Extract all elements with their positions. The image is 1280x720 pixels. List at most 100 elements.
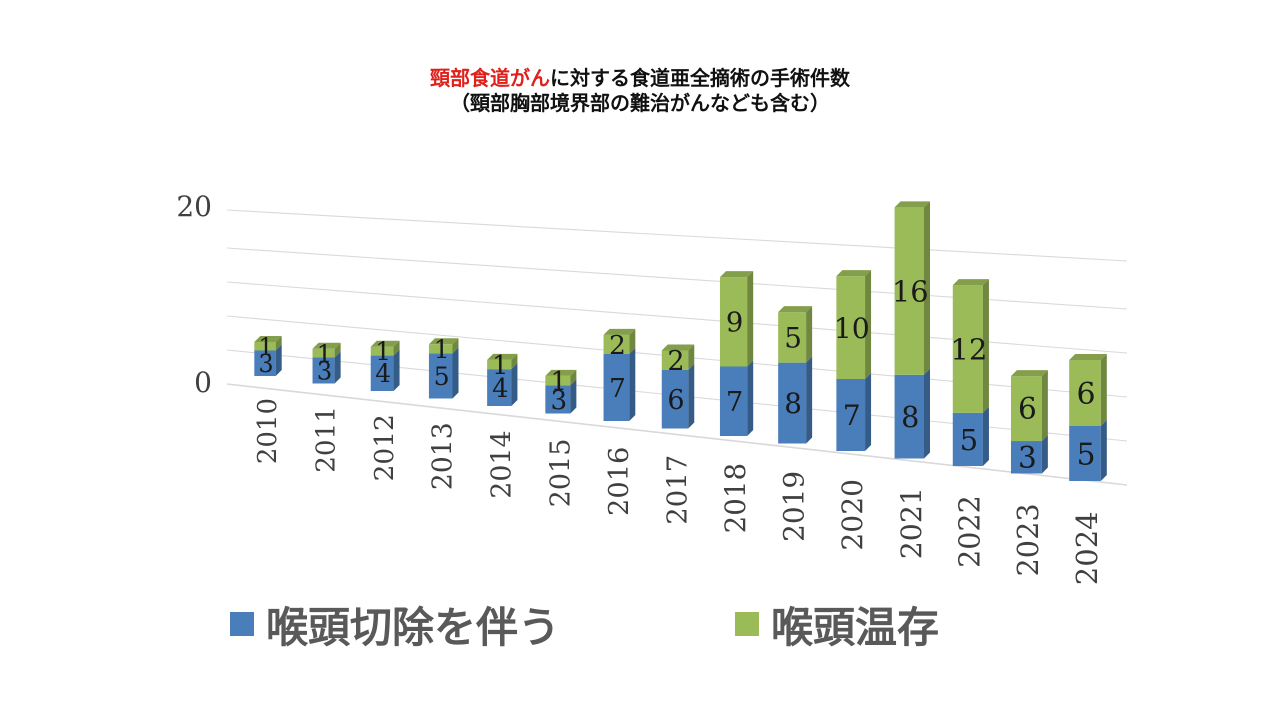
bar-value-preservation: 16 <box>892 274 929 308</box>
bar-stack: 72 <box>603 328 636 421</box>
bar-segment-laryngectomy <box>312 357 335 384</box>
bar-segment-preservation <box>312 348 335 358</box>
x-tick-label: 2011 <box>312 406 342 473</box>
bar-segment-preservation <box>545 375 571 386</box>
y-axis: 0 20 <box>176 190 212 399</box>
bar-value-laryngectomy: 3 <box>317 356 333 385</box>
bar-stack: 7 10 <box>834 270 872 451</box>
bar-segment-preservation-top <box>719 271 754 278</box>
bar-segment-preservation <box>1069 360 1101 426</box>
x-tick-label: 2020 <box>836 479 869 551</box>
bar-stack: 31 <box>254 333 282 378</box>
x-tick-label: 2014 <box>486 430 517 498</box>
bar-segment-laryngectomy-side <box>275 344 282 376</box>
bar-segment-preservation-top <box>428 338 459 345</box>
x-tick-label: 2012 <box>369 414 400 481</box>
bar-segment-preservation-top <box>952 279 989 286</box>
bar-segment-preservation <box>894 207 925 375</box>
bar-segment-preservation-side <box>1100 354 1107 426</box>
bar-value-laryngectomy: 8 <box>784 387 802 420</box>
bar-value-laryngectomy: 7 <box>609 373 626 404</box>
gridline <box>226 209 1128 262</box>
x-tick-label: 2010 <box>253 398 283 464</box>
chart-title: 頸部食道がんに対する食道亜全摘術の手術件数 （頸部胸部境界部の難治がんなども含む… <box>0 66 1280 116</box>
chart-title-line2: （頸部胸部境界部の難治がんなども含む） <box>450 91 830 115</box>
bar-segment-preservation-side <box>452 338 459 354</box>
bar-value-laryngectomy: 7 <box>726 387 743 418</box>
bar-segment-preservation <box>952 285 983 413</box>
bar-segment-laryngectomy-side <box>747 360 754 436</box>
bar-segment-preservation-top <box>894 201 931 208</box>
bar-stack: 5 12 <box>950 279 989 466</box>
bar-value-laryngectomy: 3 <box>258 350 273 378</box>
bar-segment-preservation-top <box>836 270 872 277</box>
bar-value-laryngectomy: 6 <box>667 385 684 416</box>
x-tick-label: 2022 <box>952 495 986 568</box>
bar-value-laryngectomy: 8 <box>901 400 919 434</box>
bar-segment-laryngectomy <box>719 366 748 436</box>
bar-segment-laryngectomy-side <box>1100 420 1107 481</box>
x-tick-label: 2013 <box>428 422 459 490</box>
bar-segment-laryngectomy-side <box>688 364 695 429</box>
bar-value-preservation: 1 <box>434 335 450 364</box>
bar-segment-preservation-side <box>982 279 989 413</box>
bar-segment-preservation-top <box>1069 354 1107 360</box>
bar-stack: 41 <box>370 337 400 391</box>
y-tick-label: 0 <box>194 366 212 399</box>
legend-item-laryngectomy: 喉頭切除を伴う <box>230 596 560 652</box>
bar-segment-preservation <box>254 342 276 351</box>
bar-segment-preservation-top <box>545 369 577 376</box>
bar-segment-laryngectomy-side <box>334 351 341 384</box>
bar-segment-laryngectomy-side <box>806 356 813 444</box>
gridline <box>226 281 1128 354</box>
bar-segment-laryngectomy <box>894 374 925 459</box>
chart-title-rest: に対する食道亜全摘術の手術件数 <box>550 66 850 90</box>
chart-title-line1: 頸部食道がんに対する食道亜全摘術の手術件数 <box>0 66 1280 91</box>
bar-value-preservation: 2 <box>667 346 684 377</box>
bar-value-laryngectomy: 3 <box>551 386 568 416</box>
bar-segment-preservation-top <box>370 340 400 347</box>
bar-stack: 51 <box>428 335 459 399</box>
bar-value-laryngectomy: 3 <box>1018 441 1037 475</box>
x-tick-label: 2023 <box>1011 503 1045 576</box>
legend-swatch-blue <box>230 612 254 636</box>
bar-value-preservation: 9 <box>726 308 743 339</box>
x-tick-label: 2021 <box>895 487 928 559</box>
y-tick-label: 20 <box>176 190 212 223</box>
legend-item-preservation: 喉頭温存 <box>735 596 939 652</box>
bar-segment-laryngectomy <box>778 362 807 444</box>
bar-segment-laryngectomy-side <box>865 373 872 451</box>
bar-stack: 36 <box>1010 370 1048 475</box>
bar-value-preservation: 10 <box>834 312 870 345</box>
bar-segment-laryngectomy <box>545 385 571 414</box>
bar-segment-preservation-side <box>629 328 636 354</box>
bar-segment-preservation-top <box>254 336 282 342</box>
bar-value-preservation: 1 <box>317 339 333 368</box>
bar-segment-laryngectomy-side <box>629 348 636 421</box>
bar-segment-laryngectomy <box>1069 426 1101 481</box>
bar-segment-preservation-side <box>275 336 282 351</box>
bar-segment-preservation-side <box>570 369 577 386</box>
x-tick-label: 2018 <box>719 463 752 534</box>
bar-segment-laryngectomy-side <box>1041 435 1048 474</box>
bar-value-preservation: 1 <box>551 367 568 397</box>
bar-segment-laryngectomy-side <box>511 363 518 406</box>
bar-stack: 8 16 <box>892 201 931 459</box>
bar-stack: 85 <box>778 306 813 444</box>
bar-stack: 31 <box>545 367 577 416</box>
legend-label-laryngectomy: 喉頭切除を伴う <box>266 602 561 652</box>
bar-segment-preservation-side <box>334 342 341 358</box>
bar-segment-preservation-top <box>487 353 518 360</box>
bar-segment-preservation <box>719 277 748 367</box>
bar-segment-laryngectomy-side <box>393 349 400 391</box>
bar-value-preservation: 12 <box>950 332 987 366</box>
bar-value-preservation: 6 <box>1076 377 1095 412</box>
bar-segment-preservation <box>603 334 630 354</box>
bar-stack: 41 <box>487 351 518 406</box>
bar-segment-preservation <box>487 359 512 370</box>
x-axis: 2010 2011 2012 2013 2014 2015 2016 2017 2018 2019… <box>253 398 1104 585</box>
bar-value-laryngectomy: 4 <box>375 359 391 388</box>
bar-value-laryngectomy: 7 <box>843 399 861 432</box>
bar-segment-preservation-side <box>393 340 400 356</box>
